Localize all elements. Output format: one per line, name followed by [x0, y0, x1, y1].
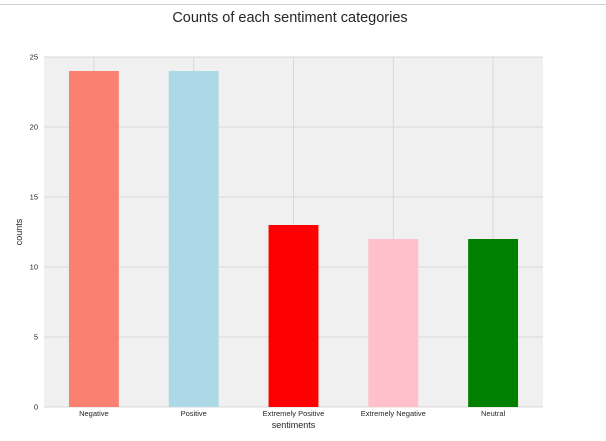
x-axis-label: sentiments [272, 420, 316, 430]
bar-extremely-positive [268, 225, 319, 407]
y-tick-label: 20 [30, 123, 38, 132]
y-tick-labels: 0 5 10 15 20 25 [30, 53, 38, 412]
bar-positive [168, 71, 219, 407]
y-axis-label: counts [14, 218, 24, 245]
y-tick-label: 10 [30, 263, 38, 272]
x-tick-label: Extremely Negative [361, 409, 426, 418]
bars [68, 71, 519, 407]
bar-extremely-negative [368, 239, 419, 407]
x-tick-label: Positive [181, 409, 207, 418]
bar-neutral [468, 239, 519, 407]
x-tick-labels: Negative Positive Extremely Positive Extrem… [79, 409, 505, 418]
y-tick-label: 0 [34, 403, 38, 412]
x-tick-label: Negative [79, 409, 109, 418]
y-tick-label: 15 [30, 193, 38, 202]
x-tick-label: Neutral [481, 409, 506, 418]
y-tick-label: 25 [30, 53, 38, 62]
bar-negative [68, 71, 119, 407]
x-tick-label: Extremely Positive [263, 409, 325, 418]
top-rule [0, 0, 606, 5]
chart-title: Counts of each sentiment categories [172, 10, 408, 26]
y-tick-label: 5 [34, 333, 38, 342]
